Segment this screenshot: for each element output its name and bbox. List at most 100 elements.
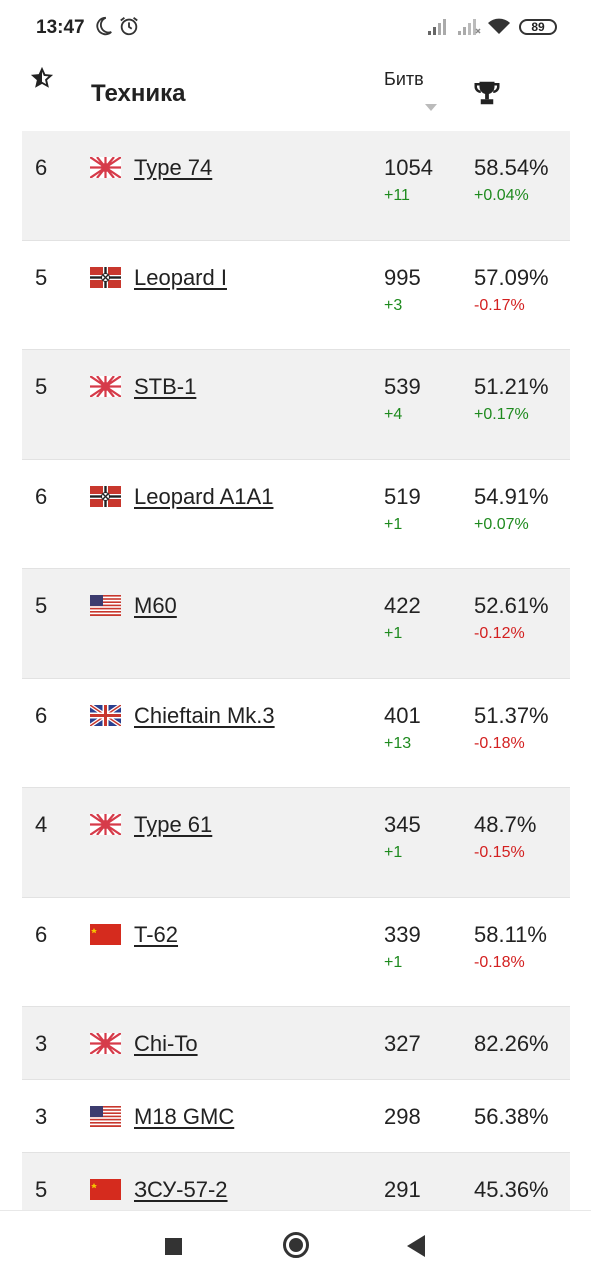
winrate-value: 51.21% bbox=[474, 374, 549, 399]
vehicle-name-link[interactable]: Type 61 bbox=[134, 812, 213, 837]
usa-flag-icon bbox=[90, 595, 121, 616]
table-row[interactable]: 6 Chieftain Mk.3 401 +13 51.37% -0.18% bbox=[22, 679, 570, 788]
battles-count: 298 bbox=[384, 1104, 421, 1129]
tier-value: 5 bbox=[35, 1177, 48, 1202]
vehicle-name-link[interactable]: ЗСУ-57-2 bbox=[134, 1177, 228, 1202]
tier-value: 3 bbox=[35, 1031, 48, 1056]
battles-delta: +1 bbox=[384, 625, 403, 642]
tier-value: 5 bbox=[35, 374, 48, 399]
germany-flag-icon bbox=[90, 485, 121, 507]
wifi-icon bbox=[488, 18, 510, 34]
winrate-value: 58.54% bbox=[474, 155, 549, 180]
battles-delta: +4 bbox=[384, 406, 403, 423]
clock-time: 13:47 bbox=[36, 17, 85, 38]
table-row[interactable]: 6 T-62 339 +1 58.11% -0.18% bbox=[22, 898, 570, 1007]
trophy-icon[interactable] bbox=[472, 78, 502, 108]
winrate-value: 48.7% bbox=[474, 812, 537, 837]
vehicle-name-link[interactable]: M18 GMC bbox=[134, 1104, 235, 1129]
winrate-delta: -0.12% bbox=[474, 625, 525, 642]
battery-indicator: 89 bbox=[519, 19, 557, 35]
vehicle-name-link[interactable]: T-62 bbox=[134, 921, 179, 947]
winrate-delta: -0.18% bbox=[474, 953, 525, 971]
table-row[interactable]: 4 Type 61 345 +1 48.7% -0.15% bbox=[22, 788, 570, 898]
winrate-delta: +0.07% bbox=[474, 515, 529, 533]
vehicle-table: 6 Type 74 1054 +11 58.54% +0.04% 5 Leopa… bbox=[22, 131, 570, 1226]
battles-count: 327 bbox=[384, 1031, 421, 1056]
tier-value: 5 bbox=[35, 264, 48, 290]
tier-value: 5 bbox=[35, 593, 48, 618]
navigation-bar bbox=[0, 1210, 591, 1280]
winrate-value: 57.09% bbox=[474, 264, 549, 290]
uk-flag-icon bbox=[90, 704, 121, 726]
column-header-vehicle[interactable]: Техника bbox=[91, 80, 186, 107]
usa-flag-icon bbox=[90, 1106, 121, 1127]
table-row[interactable]: 6 Type 74 1054 +11 58.54% +0.04% bbox=[22, 131, 570, 241]
battles-count: 1054 bbox=[384, 155, 433, 180]
vehicle-name-link[interactable]: Leopard I bbox=[134, 264, 227, 290]
battles-count: 401 bbox=[384, 702, 421, 728]
signal-icon bbox=[428, 19, 446, 35]
table-row[interactable]: 5 M60 422 +1 52.61% -0.12% bbox=[22, 569, 570, 679]
vehicle-name-link[interactable]: Leopard A1A1 bbox=[134, 483, 274, 509]
battles-delta: +13 bbox=[384, 734, 412, 752]
status-bar: 13:47 89 bbox=[0, 0, 591, 56]
winrate-value: 52.61% bbox=[474, 593, 549, 618]
table-row[interactable]: 3 M18 GMC 298 56.38% bbox=[22, 1080, 570, 1153]
winrate-value: 51.37% bbox=[474, 702, 549, 728]
battles-delta: +1 bbox=[384, 515, 403, 533]
tier-value: 6 bbox=[35, 921, 48, 947]
ussr-flag-icon bbox=[90, 923, 121, 945]
home-circle-icon[interactable] bbox=[283, 1232, 309, 1258]
table-header: Техника Битв bbox=[0, 56, 591, 187]
vehicle-name-link[interactable]: Chi-To bbox=[134, 1031, 198, 1056]
battles-count: 339 bbox=[384, 921, 421, 947]
winrate-value: 45.36% bbox=[474, 1177, 549, 1202]
battles-count: 995 bbox=[384, 264, 421, 290]
back-triangle-icon[interactable] bbox=[407, 1235, 425, 1257]
battery-level: 89 bbox=[531, 20, 545, 34]
winrate-value: 58.11% bbox=[474, 921, 547, 947]
battles-count: 422 bbox=[384, 593, 421, 618]
winrate-value: 56.38% bbox=[474, 1104, 549, 1129]
vehicle-name-link[interactable]: M60 bbox=[134, 593, 177, 618]
japan-flag-icon bbox=[90, 814, 121, 835]
table-row[interactable]: 5 STB-1 539 +4 51.21% +0.17% bbox=[22, 350, 570, 460]
vehicle-name-link[interactable]: Type 74 bbox=[134, 155, 213, 180]
table-row[interactable]: 3 Chi-To 327 82.26% bbox=[22, 1007, 570, 1080]
tier-value: 4 bbox=[35, 812, 48, 837]
alarm-icon bbox=[120, 17, 138, 36]
tier-value: 3 bbox=[35, 1104, 48, 1129]
battles-delta: +11 bbox=[384, 187, 410, 204]
table-row[interactable]: 5 Leopard I 995 +3 57.09% -0.17% bbox=[22, 241, 570, 350]
battles-count: 345 bbox=[384, 812, 421, 837]
winrate-delta: -0.15% bbox=[474, 844, 525, 861]
winrate-value: 54.91% bbox=[474, 483, 549, 509]
battles-delta: +1 bbox=[384, 844, 403, 861]
star-outline-icon[interactable] bbox=[28, 64, 56, 92]
japan-flag-icon bbox=[90, 1033, 121, 1054]
battles-delta: +3 bbox=[384, 296, 403, 314]
tier-value: 6 bbox=[35, 483, 48, 509]
battles-count: 539 bbox=[384, 374, 421, 399]
vehicle-name-link[interactable]: Chieftain Mk.3 bbox=[134, 702, 275, 728]
winrate-delta: +0.04% bbox=[474, 187, 529, 204]
signal-icon bbox=[458, 19, 481, 35]
japan-flag-icon bbox=[90, 157, 121, 178]
vehicle-name-link[interactable]: STB-1 bbox=[134, 374, 197, 399]
tier-value: 6 bbox=[35, 155, 48, 180]
winrate-delta: -0.17% bbox=[474, 296, 525, 314]
winrate-value: 82.26% bbox=[474, 1031, 549, 1056]
column-header-battles[interactable]: Битв bbox=[384, 69, 424, 89]
germany-flag-icon bbox=[90, 266, 121, 288]
moon-icon bbox=[96, 16, 112, 36]
japan-flag-icon bbox=[90, 376, 121, 397]
sort-desc-arrow-icon[interactable] bbox=[425, 104, 437, 111]
battles-delta: +1 bbox=[384, 953, 403, 971]
recents-square-icon[interactable] bbox=[165, 1238, 182, 1255]
winrate-delta: -0.18% bbox=[474, 734, 525, 752]
battles-count: 519 bbox=[384, 483, 421, 509]
battles-count: 291 bbox=[384, 1177, 421, 1202]
tier-value: 6 bbox=[35, 702, 48, 728]
table-row[interactable]: 6 Leopard A1A1 519 +1 54.91% +0.07% bbox=[22, 460, 570, 569]
winrate-delta: +0.17% bbox=[474, 406, 529, 423]
